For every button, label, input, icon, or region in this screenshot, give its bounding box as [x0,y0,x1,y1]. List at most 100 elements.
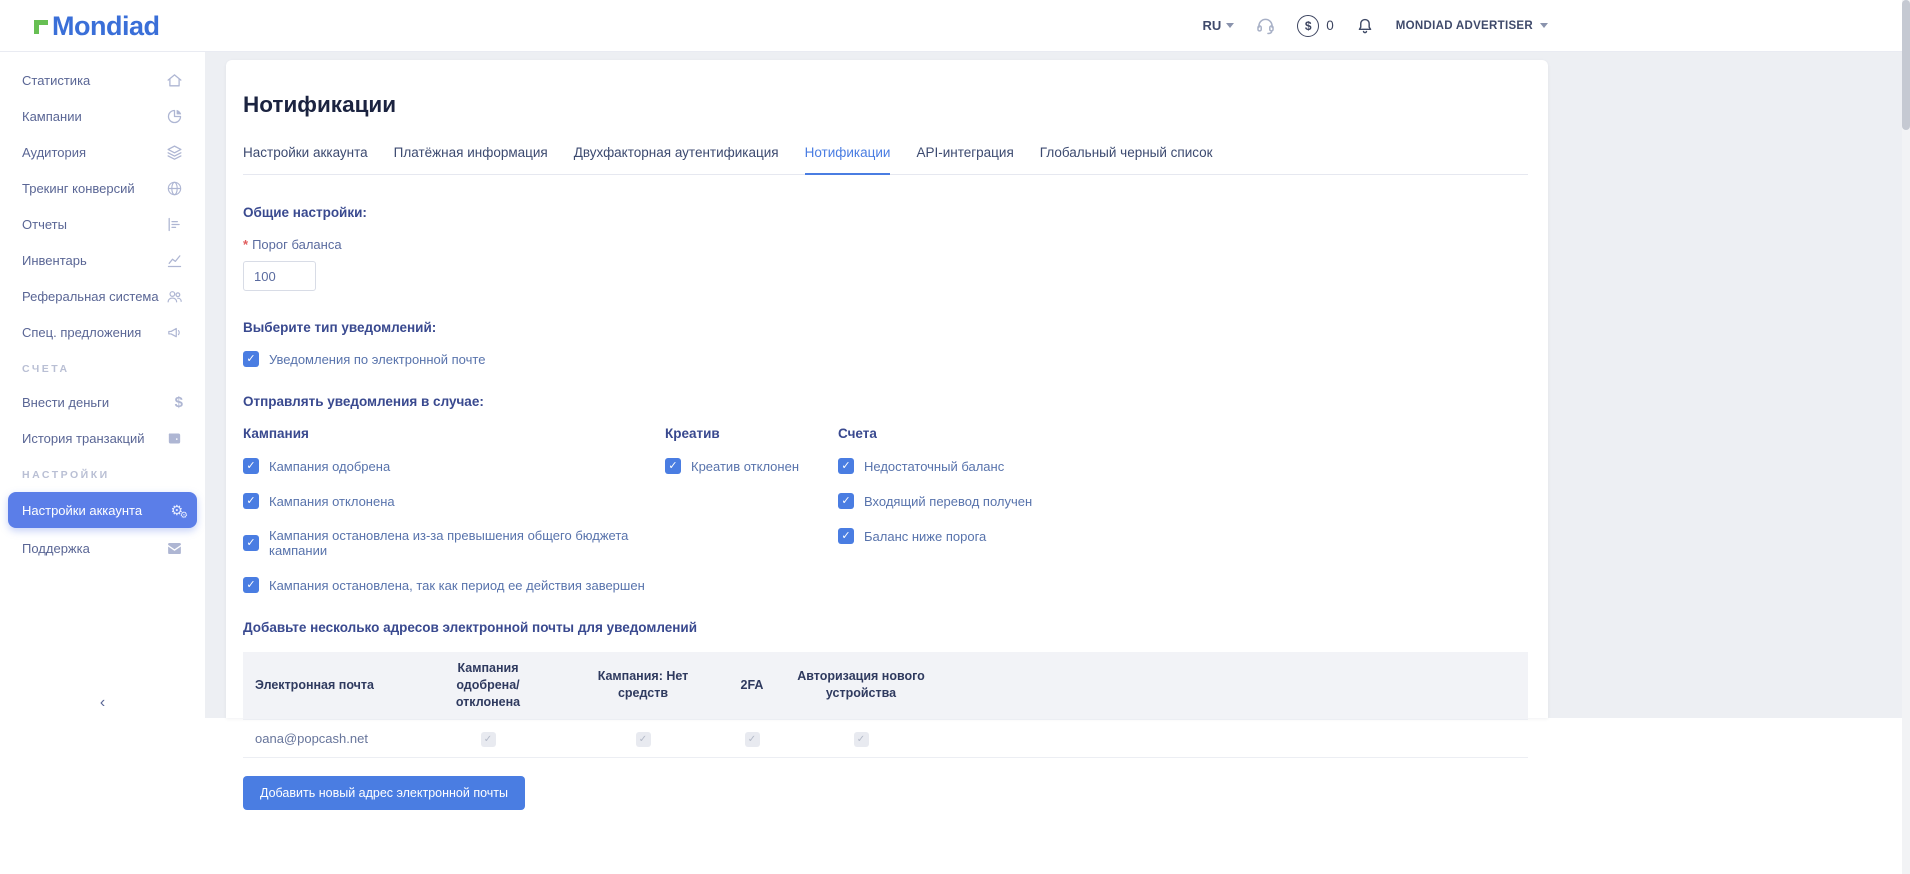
events-column-accounts: Счета Недостаточный баланс Входящий пере… [838,426,1528,593]
checkbox-checked-icon[interactable] [838,458,854,474]
tab-api-integration[interactable]: API-интеграция [916,145,1014,160]
sidebar-item-label: Кампании [22,108,82,124]
users-icon [167,290,182,302]
col-header-email: Электронная почта [243,652,413,720]
bell-icon [1358,18,1372,33]
no-funds-checkbox[interactable] [635,732,651,748]
sidebar-item-special-offers[interactable]: Спец. предложения [0,314,205,350]
checkbox-checked-icon[interactable] [243,577,259,593]
checkbox-checked-icon[interactable] [243,535,259,551]
checkbox-checked-icon[interactable] [243,493,259,509]
tab-global-blacklist[interactable]: Глобальный черный список [1039,145,1213,160]
settings-card: Нотификации Настройки аккаунта Платёжная… [226,60,1548,811]
dollar-icon: $ [174,393,183,411]
notifications-bell-button[interactable] [1355,16,1375,36]
add-email-button[interactable]: Добавить новый адрес электронной почты [243,776,525,811]
sidebar-item-reports[interactable]: Отчеты [0,206,205,242]
settings-tabs: Настройки аккаунта Платёжная информация … [243,145,1528,175]
events-grid: Кампания Кампания одобрена Кампания откл… [243,426,1528,593]
col-header-2fa: 2FA [723,652,781,720]
tab-two-factor-auth[interactable]: Двухфакторная аутентификация [573,145,779,160]
event-campaign-rejected[interactable]: Кампания отклонена [243,493,665,509]
col-header-no-funds: Кампания: Нет средств [563,652,723,720]
logo-text: Mondiad [52,11,160,41]
sidebar-item-label: История транзакций [22,430,145,446]
sidebar-item-label: Внести деньги [22,394,110,410]
trend-line-icon [167,254,182,267]
sidebar-collapse-button[interactable]: ‹ [99,694,106,711]
scrollbar-thumb[interactable] [1902,0,1910,130]
sidebar-item-conversion-tracking[interactable]: Трекинг конверсий [0,170,205,206]
sidebar-item-label: Трекинг конверсий [22,180,135,196]
sidebar-item-campaigns[interactable]: Кампании [0,98,205,134]
pie-chart-icon [167,109,182,123]
events-heading: Отправлять уведомления в случае: [243,394,484,409]
account-menu[interactable]: MONDIAD ADVERTISER [1396,20,1548,32]
report-bars-icon [168,217,180,231]
required-mark: * [243,237,249,252]
logo-green-mark-icon [34,17,49,39]
gears-icon: ⚙ ⚙ [170,502,188,520]
tab-payment-info[interactable]: Платёжная информация [393,145,548,160]
sidebar-item-label: Статистика [22,72,91,88]
event-creative-rejected[interactable]: Креатив отклонен [665,458,838,474]
event-insufficient-balance[interactable]: Недостаточный баланс [838,458,1528,474]
event-incoming-transfer[interactable]: Входящий перевод получен [838,493,1528,509]
event-campaign-stopped-period[interactable]: Кампания остановлена, так как период ее … [243,577,665,593]
sidebar-section-accounts: СЧЕТА [22,363,70,375]
col-header-spacer [941,652,1528,720]
col-header-campaign-status: Кампания одобрена/ отклонена [413,652,563,720]
top-bar: Mondiad RU $ 0 MONDIAD ADVERTISER [0,0,1910,52]
table-header-row: Электронная почта Кампания одобрена/ отк… [243,652,1528,720]
balance-threshold-input[interactable] [243,261,316,291]
page-scrollbar [1902,0,1910,874]
layers-icon [167,144,182,160]
sidebar: Статистика Кампании Аудитория Трекинг ко… [0,52,205,718]
checkbox-checked-icon[interactable] [665,458,681,474]
events-column-title: Кампания [243,426,309,441]
language-label: RU [1202,18,1222,33]
tab-notifications[interactable]: Нотификации [804,145,891,175]
sidebar-item-referral-system[interactable]: Реферальная система [0,278,205,314]
caret-down-icon [1540,23,1548,28]
wallet-icon [168,433,181,443]
sidebar-item-add-funds[interactable]: Внести деньги $ [0,384,205,420]
mondiad-logo[interactable]: Mondiad [34,11,160,41]
main-content: Нотификации Настройки аккаунта Платёжная… [205,52,1910,811]
sidebar-item-statistics[interactable]: Статистика [0,62,205,98]
campaign-status-checkbox[interactable] [480,732,496,748]
sidebar-item-account-settings[interactable]: Настройки аккаунта ⚙ ⚙ [8,492,197,528]
sidebar-item-transaction-history[interactable]: История транзакций [0,420,205,456]
balance-threshold-label: * Порог баланса [243,237,342,252]
events-column-campaign: Кампания Кампания одобрена Кампания откл… [243,426,665,593]
globe-icon [167,181,182,195]
caret-down-icon [1226,23,1235,28]
event-balance-below-threshold[interactable]: Баланс ниже порога [838,528,1528,544]
email-notifications-option[interactable]: Уведомления по электронной почте [243,351,1528,367]
notification-emails-table: Электронная почта Кампания одобрена/ отк… [243,652,1528,759]
event-campaign-stopped-budget[interactable]: Кампания остановлена из-за превышения об… [243,528,665,558]
sidebar-section-settings: НАСТРОЙКИ [22,469,110,481]
language-selector[interactable]: RU [1202,18,1235,33]
support-headset-button[interactable] [1255,15,1276,36]
tab-account-settings[interactable]: Настройки аккаунта [243,145,368,160]
event-campaign-approved[interactable]: Кампания одобрена [243,458,665,474]
table-row: oana@popcash.net [243,718,1528,759]
2fa-checkbox[interactable] [744,732,760,748]
checkbox-checked-icon[interactable] [838,528,854,544]
sidebar-item-audience[interactable]: Аудитория [0,134,205,170]
checkbox-checked-icon[interactable] [243,458,259,474]
balance-indicator[interactable]: $ 0 [1297,14,1334,37]
sidebar-item-label: Аудитория [22,144,87,160]
checkbox-checked-icon[interactable] [243,351,259,367]
sidebar-item-support[interactable]: Поддержка [0,530,205,566]
emails-heading: Добавьте несколько адресов электронной п… [243,620,698,635]
new-device-checkbox[interactable] [853,732,869,748]
sidebar-item-inventory[interactable]: Инвентарь [0,242,205,278]
notification-type-heading: Выберите тип уведомлений: [243,320,437,335]
sidebar-item-label: Инвентарь [22,252,87,268]
checkbox-checked-icon[interactable] [838,493,854,509]
headset-icon [1257,18,1275,35]
events-column-title: Счета [838,426,877,441]
dollar-circle-icon: $ [1297,14,1320,37]
